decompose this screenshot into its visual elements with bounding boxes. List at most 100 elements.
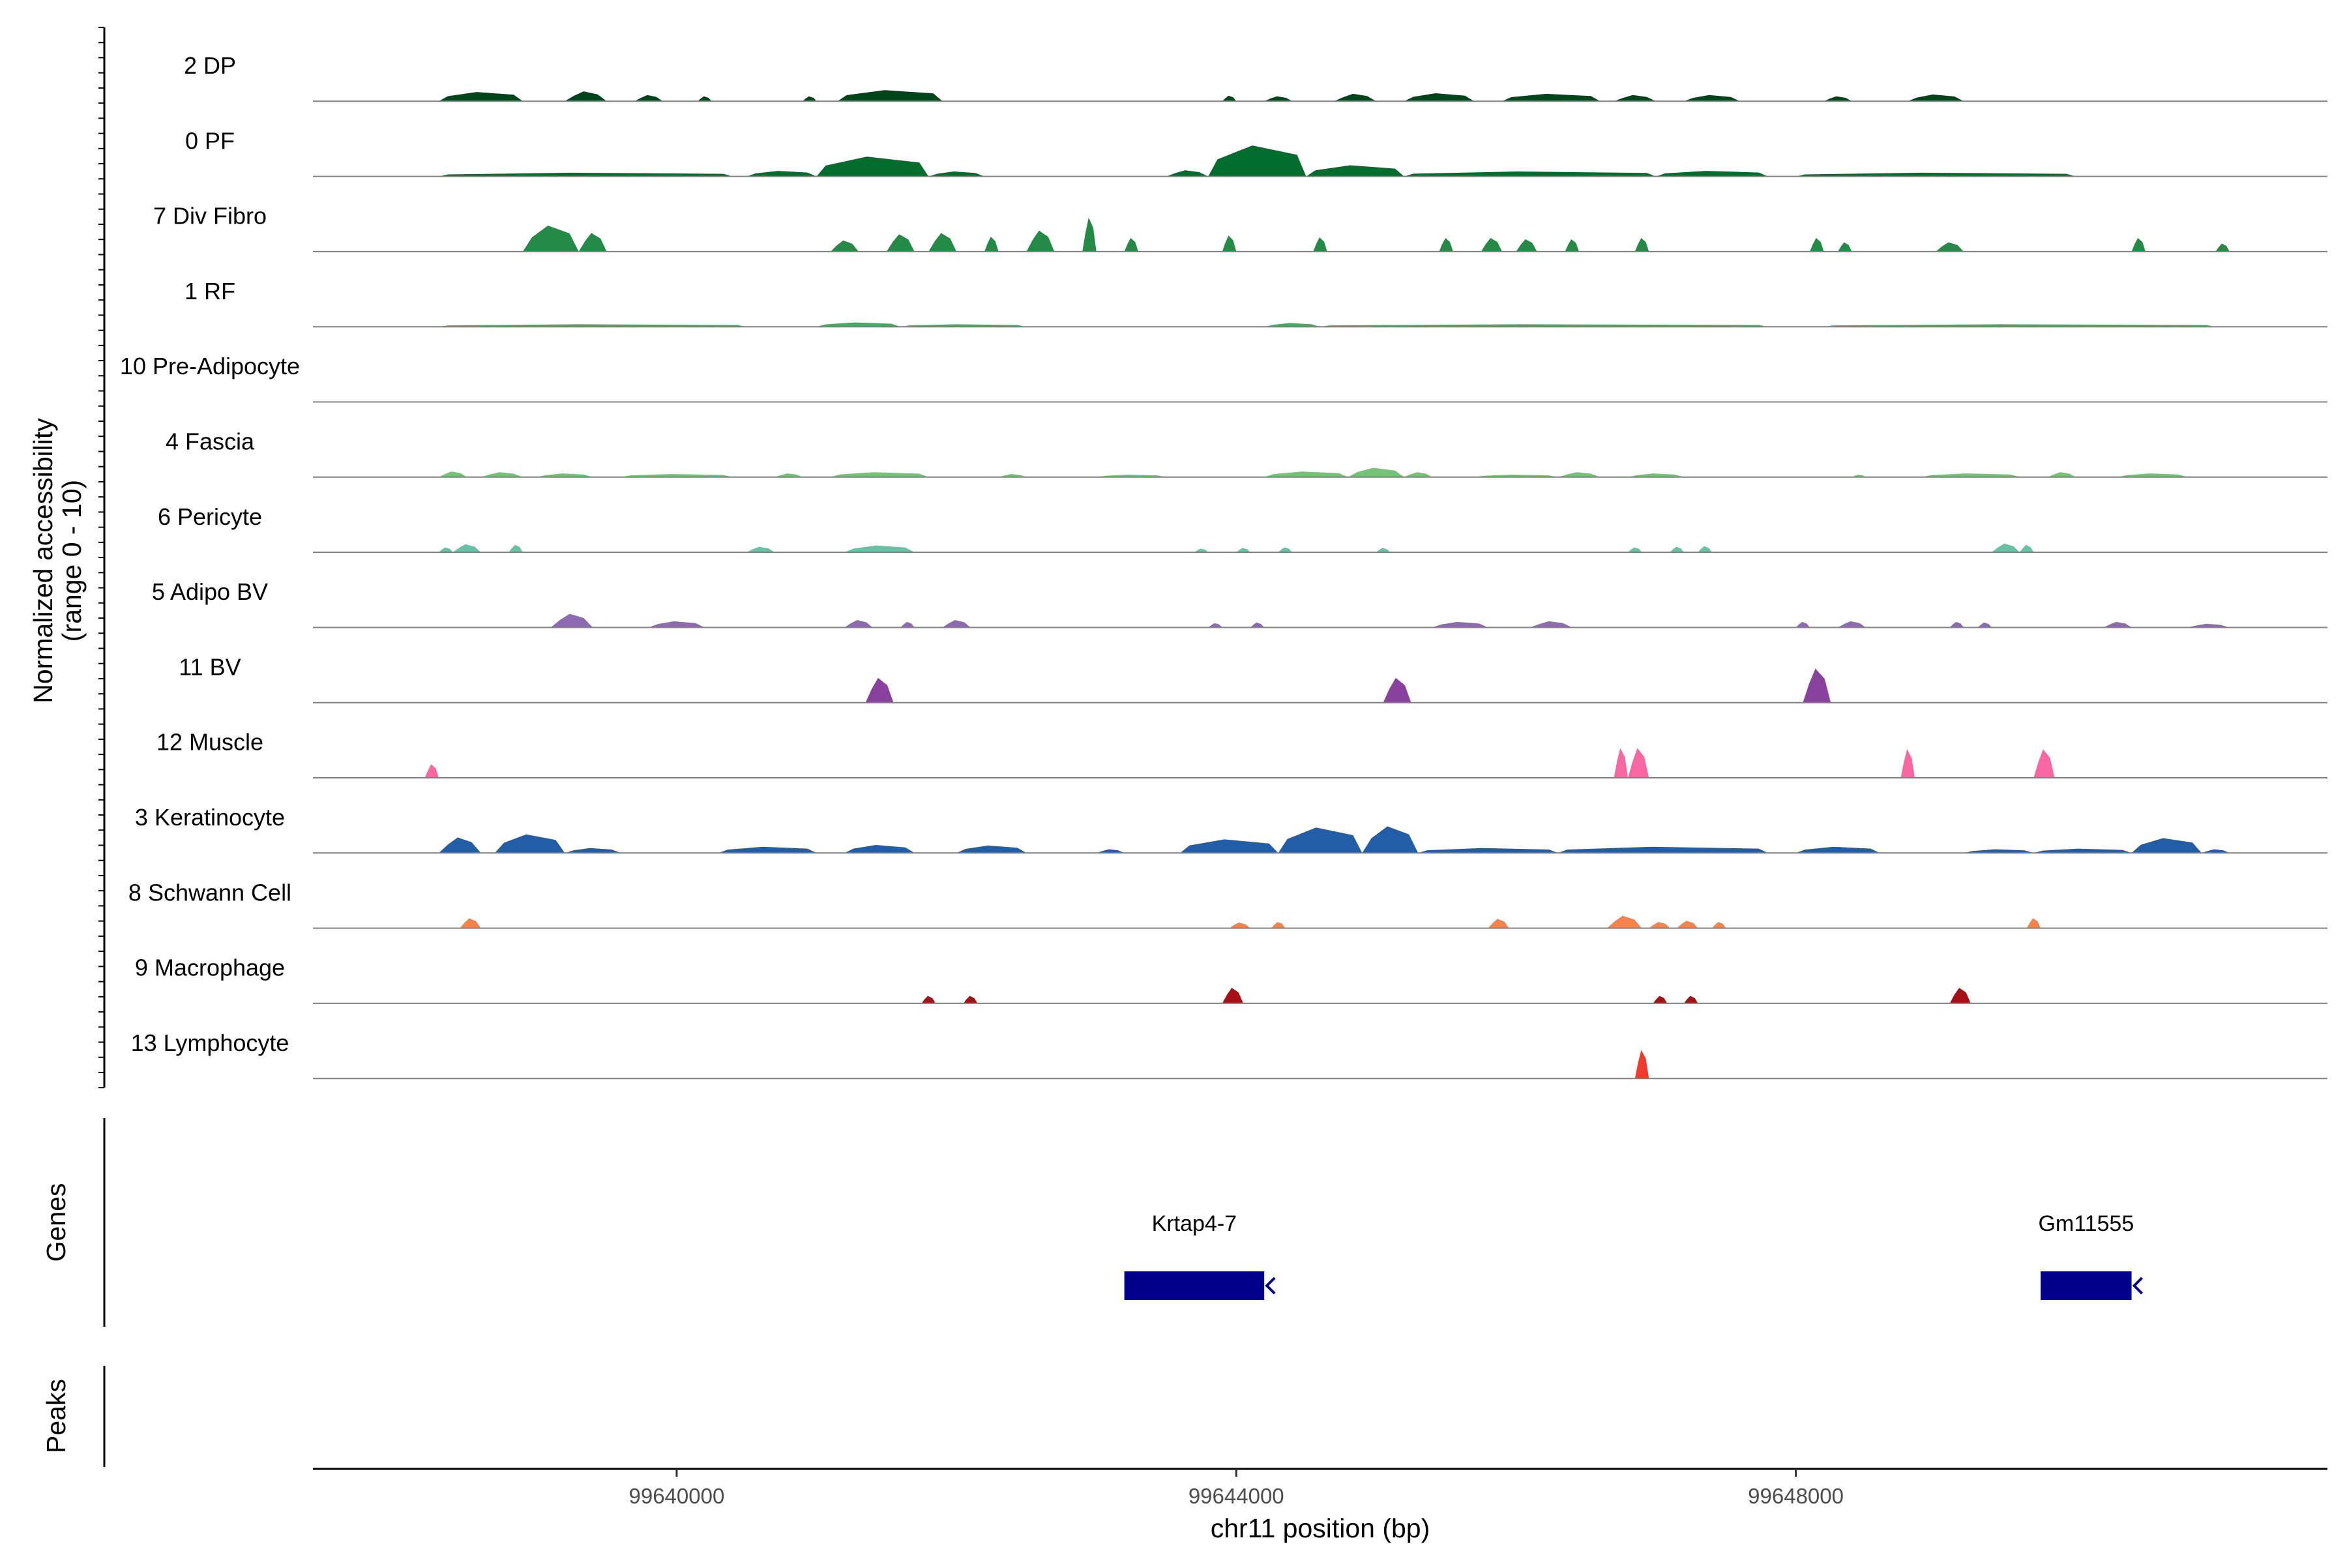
track-6: 4 Fascia	[166, 428, 2327, 478]
accessibility-peak	[550, 614, 593, 628]
accessibility-peak	[1278, 547, 1293, 553]
track-label: 4 Fascia	[166, 428, 255, 455]
track-label: 11 BV	[179, 653, 241, 680]
accessibility-peak	[2131, 838, 2202, 853]
accessibility-peak	[746, 546, 775, 553]
accessibility-peak	[865, 677, 894, 703]
y-axis-label: Normalized accessibility	[28, 418, 58, 703]
track-10: 12 Muscle	[156, 729, 2327, 778]
accessibility-peak	[1418, 848, 1558, 853]
coverage-tracks: 2 DP 0 PF 7 Div Fibro 1 RF 10 Pre-Adipocyte 4…	[120, 52, 2327, 1080]
accessibility-peak	[1634, 1050, 1649, 1079]
track-12: 8 Schwann Cell	[128, 879, 2327, 929]
accessibility-peak	[1900, 749, 1915, 778]
accessibility-peak	[439, 837, 481, 853]
accessibility-peak	[746, 171, 817, 177]
accessibility-peak	[844, 845, 915, 853]
accessibility-peak	[963, 996, 978, 1003]
accessibility-peak	[1670, 546, 1684, 553]
accessibility-peak	[831, 240, 859, 252]
accessibility-peak	[1502, 93, 1601, 102]
accessibility-peak	[1180, 839, 1278, 853]
accessibility-peak	[565, 848, 621, 853]
track-label: 13 Lymphocyte	[131, 1029, 289, 1056]
track-label: 10 Pre-Adipocyte	[120, 353, 300, 379]
y-axis	[98, 27, 106, 1089]
accessibility-peak	[1264, 96, 1293, 102]
accessibility-peak	[2215, 243, 2230, 252]
strand-arrow	[2132, 1277, 2143, 1295]
accessibility-peak	[1404, 472, 1432, 477]
accessibility-peak	[634, 95, 663, 102]
accessibility-peak	[1481, 238, 1502, 252]
gene-body	[1124, 1271, 1265, 1300]
accessibility-peak	[2033, 848, 2132, 853]
accessibility-peak	[1628, 473, 1684, 477]
accessibility-peak	[460, 918, 481, 928]
accessibility-peak	[1404, 93, 1474, 102]
track-label: 9 Macrophage	[135, 954, 285, 981]
accessibility-peak	[439, 547, 453, 553]
track-4: 1 RF	[185, 278, 2327, 328]
track-label: 1 RF	[185, 278, 235, 304]
accessibility-peak	[816, 156, 929, 177]
accessibility-peak	[718, 846, 817, 853]
accessibility-peak	[1964, 849, 2034, 853]
track-label: 3 Keratinocyte	[135, 804, 285, 831]
accessibility-peak	[844, 545, 915, 553]
accessibility-peak	[1404, 171, 1656, 177]
accessibility-peak	[1222, 988, 1243, 1003]
accessibility-peak	[424, 764, 439, 778]
track-11: 3 Keratinocyte	[135, 804, 2327, 854]
accessibility-peak	[1795, 172, 2076, 177]
track-label: 5 Adipo BV	[152, 578, 268, 605]
accessibility-peak	[844, 620, 873, 628]
accessibility-peak	[1208, 145, 1306, 177]
accessibility-peak	[1313, 237, 1327, 252]
accessibility-peak	[886, 234, 915, 252]
accessibility-peak	[1677, 921, 1698, 928]
accessibility-peak	[900, 621, 915, 628]
accessibility-peak	[1614, 95, 1656, 102]
accessibility-peak	[1795, 621, 1810, 628]
accessibility-peak	[1271, 922, 1286, 928]
accessibility-peak	[1823, 96, 1852, 102]
accessibility-peak	[1908, 94, 1964, 102]
strand-arrow	[1265, 1277, 1276, 1295]
accessibility-peak	[439, 471, 467, 477]
accessibility-peak	[831, 472, 929, 477]
accessibility-peak	[480, 472, 523, 477]
track-14: 13 Lymphocyte	[131, 1029, 2327, 1080]
track-label: 7 Div Fibro	[153, 203, 267, 229]
accessibility-peak	[1683, 95, 1740, 102]
accessibility-peak	[1432, 621, 1488, 628]
accessibility-peak	[2103, 621, 2132, 628]
track-label: 6 Pericyte	[158, 503, 262, 530]
peaks-track-label: Peaks	[41, 1379, 71, 1453]
accessibility-peak	[1557, 472, 1601, 477]
accessibility-peak	[1278, 827, 1363, 853]
track-7: 6 Pericyte	[158, 503, 2327, 554]
accessibility-peak	[509, 544, 523, 553]
accessibility-peak	[522, 226, 579, 252]
accessibility-peak	[1194, 548, 1209, 553]
accessibility-peak	[1949, 621, 1964, 628]
accessibility-peak	[1264, 323, 1320, 327]
accessibility-peak	[998, 474, 1027, 477]
x-axis-label: chr11 position (bp)	[1211, 1513, 1430, 1543]
accessibility-peak	[1229, 923, 1250, 928]
x-axis: 99640000 99644000 99648000	[313, 1468, 2327, 1508]
genes-track-label: Genes	[41, 1183, 71, 1262]
accessibility-peak	[1614, 748, 1629, 778]
accessibility-peak	[1096, 849, 1125, 853]
accessibility-peak	[537, 473, 593, 477]
accessibility-peak	[1529, 621, 1572, 628]
accessibility-peak	[495, 834, 565, 853]
accessibility-peak	[956, 845, 1027, 853]
genes-track: Krtap4-7 Gm11555	[103, 1118, 2143, 1327]
accessibility-peak	[1921, 473, 2020, 477]
accessibility-peak	[1306, 165, 1404, 177]
track-2: 0 PF	[185, 127, 2327, 177]
track-1: 2 DP	[184, 52, 2327, 102]
